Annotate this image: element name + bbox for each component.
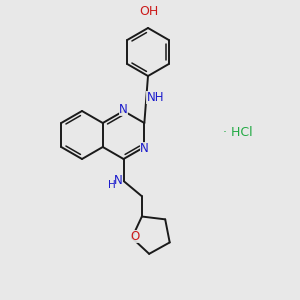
Text: · HCl: · HCl (223, 125, 253, 139)
Text: OH: OH (140, 5, 159, 18)
Text: N: N (119, 103, 128, 116)
Text: N: N (114, 175, 123, 188)
Text: O: O (130, 230, 140, 243)
Text: H: H (108, 180, 116, 190)
Text: N: N (140, 142, 149, 155)
Text: NH: NH (146, 91, 164, 104)
